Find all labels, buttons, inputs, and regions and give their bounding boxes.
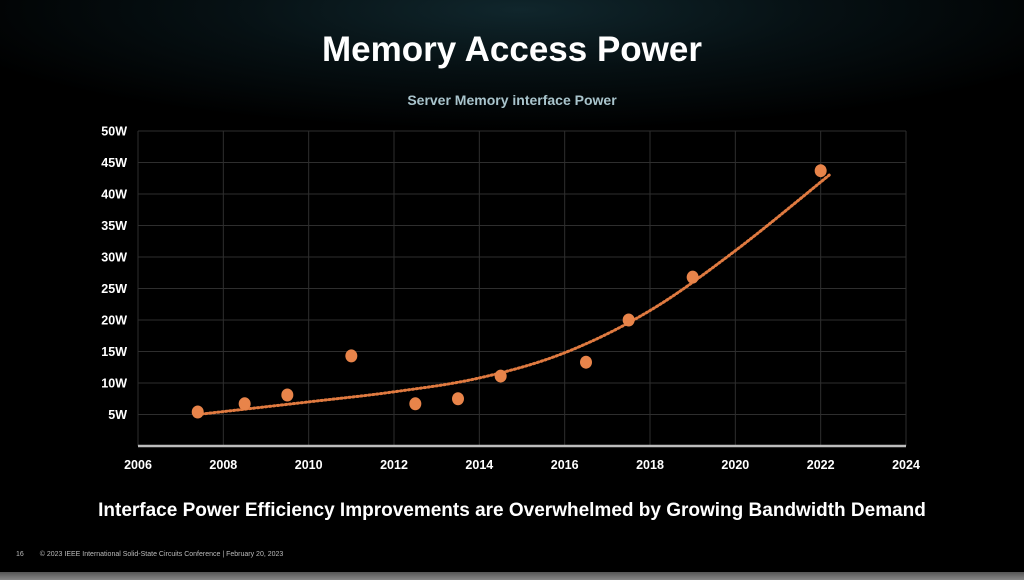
y-tick-label: 10W bbox=[101, 377, 127, 391]
y-tick-label: 5W bbox=[108, 408, 127, 422]
data-point bbox=[622, 313, 635, 327]
y-tick-label: 15W bbox=[101, 345, 127, 359]
data-point bbox=[281, 388, 294, 402]
scatter-chart: 2006 2008 2010 2012 2014 2016 2018 2020 2022 2024… bbox=[101, 125, 920, 473]
x-tick-label: 2008 bbox=[209, 458, 237, 472]
y-tick-label: 25W bbox=[101, 282, 127, 296]
data-point bbox=[238, 397, 251, 411]
data-point bbox=[686, 270, 699, 284]
x-tick-label: 2012 bbox=[380, 458, 408, 472]
slide-message: Interface Power Efficiency Improvements … bbox=[98, 500, 926, 521]
x-tick-label: 2010 bbox=[295, 458, 323, 472]
y-tick-label: 30W bbox=[101, 251, 127, 265]
y-tick-label: 20W bbox=[101, 314, 127, 328]
data-point bbox=[191, 405, 204, 419]
data-point bbox=[814, 164, 827, 178]
data-point bbox=[580, 355, 592, 369]
bottom-bar bbox=[0, 572, 1024, 580]
x-tick-label: 2020 bbox=[721, 458, 749, 472]
x-tick-label: 2014 bbox=[465, 458, 493, 472]
chart-title: Server Memory interface Power bbox=[407, 92, 617, 108]
x-tick-label: 2024 bbox=[892, 458, 920, 472]
data-point bbox=[409, 397, 422, 411]
data-point bbox=[345, 349, 358, 363]
y-tick-label: 45W bbox=[101, 156, 127, 170]
y-tick-label: 35W bbox=[101, 219, 127, 233]
trendline bbox=[196, 173, 831, 416]
x-tick-label: 2022 bbox=[807, 458, 835, 472]
x-tick-label: 2006 bbox=[124, 458, 152, 472]
y-tick-label: 40W bbox=[101, 188, 127, 202]
data-point bbox=[452, 392, 464, 406]
data-point bbox=[494, 369, 507, 383]
slide-footer: 16 © 2023 IEEE International Solid-State… bbox=[16, 551, 297, 558]
x-tick-label: 2016 bbox=[551, 458, 579, 472]
slide-title: Memory Access Power bbox=[322, 30, 702, 69]
y-tick-label: 50W bbox=[101, 125, 127, 139]
x-tick-label: 2018 bbox=[636, 458, 664, 472]
page-number: 16 bbox=[16, 551, 24, 558]
footer-text: © 2023 IEEE International Solid-State Ci… bbox=[39, 551, 284, 558]
